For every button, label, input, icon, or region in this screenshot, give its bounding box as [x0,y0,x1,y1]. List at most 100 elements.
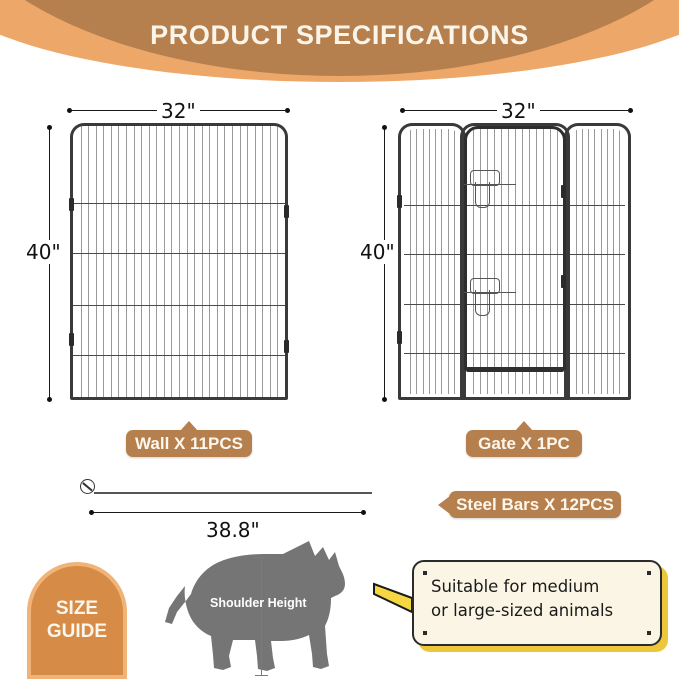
gate-width-dot-right [628,108,633,113]
mesh-bar [254,126,256,397]
mesh-bar [80,126,82,397]
gate-panel [397,123,631,400]
wall-hinge-left-lower [69,333,74,346]
mesh-bar [557,129,558,394]
gate-right-bars [570,129,625,394]
latch-upper-rail [464,184,516,185]
mesh-bar [529,129,530,394]
suitability-line2: or large-sized animals [431,600,614,620]
wall-tag-pointer-icon [180,421,198,431]
steel-bar-count-label: Steel Bars X 12PCS [456,494,614,514]
gate-tag-pointer-icon [515,421,533,431]
suitability-note: Suitable for medium or large-sized anima… [412,560,662,646]
wall-width-dot-left [67,108,72,113]
gate-height-line [384,128,385,400]
mesh-bar [588,129,590,394]
mesh-bar [216,126,218,397]
steel-bar-length-label: 38.8" [202,518,264,542]
mesh-bar [435,129,437,394]
gate-latch-lower[interactable] [464,278,516,318]
mesh-bar [487,129,488,394]
mesh-bar [422,129,424,394]
gate-count-label: Gate X 1PC [478,433,570,453]
size-guide-badge: SIZE GUIDE [27,562,127,679]
gate-door-threshold [466,367,564,372]
mesh-bar [473,129,474,394]
header-banner [0,0,679,90]
mesh-bar [576,129,578,394]
sign-connector-icon [372,582,414,621]
gate-hinge-mid-upper [561,185,566,198]
mesh-bar [148,126,150,397]
mesh-bar [186,126,188,397]
mesh-bar [480,129,481,394]
wall-width-label: 32" [157,99,200,123]
latch-lower-bolt-icon [475,290,490,316]
wall-count-label: Wall X 11PCS [134,433,244,453]
page-title: PRODUCT SPECIFICATIONS [150,20,529,50]
mesh-bar [179,126,180,397]
mesh-crossbar [466,303,564,305]
mesh-bar [550,129,551,394]
wall-panel-bars [73,126,285,397]
mesh-crossbar [73,355,285,356]
mesh-bar [133,126,135,397]
mesh-bar [508,129,509,394]
gate-count-tag: Gate X 1PC [466,421,582,457]
size-guide-line1: SIZE [55,598,99,620]
mesh-crossbar [404,253,460,255]
mesh-bar [453,129,455,394]
gate-door[interactable] [464,126,566,370]
steel-bar-length-line [92,512,364,513]
mesh-bar [612,129,614,394]
sign-corner-dot-br [647,631,651,635]
mesh-bar [494,129,495,394]
wall-hinge-right-lower [284,340,289,353]
mesh-bar [428,129,430,394]
wall-height-line [49,128,50,400]
mesh-crossbar [73,304,285,306]
mesh-bar [277,126,279,397]
wall-count-tag: Wall X 11PCS [126,421,252,457]
mesh-bar [247,126,249,397]
mesh-bar [594,129,596,394]
mesh-bar [515,129,516,394]
mesh-crossbar [570,204,625,206]
mesh-crossbar [466,352,564,354]
steel-bar-tag-pointer-icon [438,495,450,514]
mesh-bar [416,129,418,394]
wall-height-dot-bottom [47,397,52,402]
mesh-bar [163,126,165,397]
mesh-bar [209,126,211,397]
gate-height-label: 40" [356,240,399,264]
mesh-bar [194,126,196,397]
mesh-bar [201,126,203,397]
mesh-crossbar [404,303,460,305]
wall-width-dot-right [285,108,290,113]
mesh-bar [501,129,502,394]
shoulder-height-cap-bottom [255,675,268,676]
dog-size-illustration: Shoulder Height [163,536,348,679]
mesh-crossbar [466,253,564,255]
steel-bar-dot-left [89,510,94,515]
gate-hinge-left-lower [397,331,402,344]
mesh-bar [141,126,143,397]
mesh-bar [156,126,158,397]
mesh-crossbar [73,253,285,255]
suitability-line1: Suitable for medium [431,577,600,596]
mesh-bar [118,126,120,397]
size-guide-line2: GUIDE [46,620,108,642]
mesh-bar [239,126,241,397]
mesh-bar [232,126,233,397]
mesh-bar [522,129,523,394]
mesh-bar [447,129,449,394]
gate-latch-upper[interactable] [464,170,516,210]
mesh-crossbar [404,352,460,354]
mesh-crossbar [404,204,460,206]
mesh-bar [262,126,264,397]
sign-corner-dot-bl [423,631,427,635]
dog-silhouette-icon [165,541,345,671]
mesh-bar [224,126,226,397]
mesh-crossbar [73,203,285,205]
mesh-crossbar [466,204,564,206]
